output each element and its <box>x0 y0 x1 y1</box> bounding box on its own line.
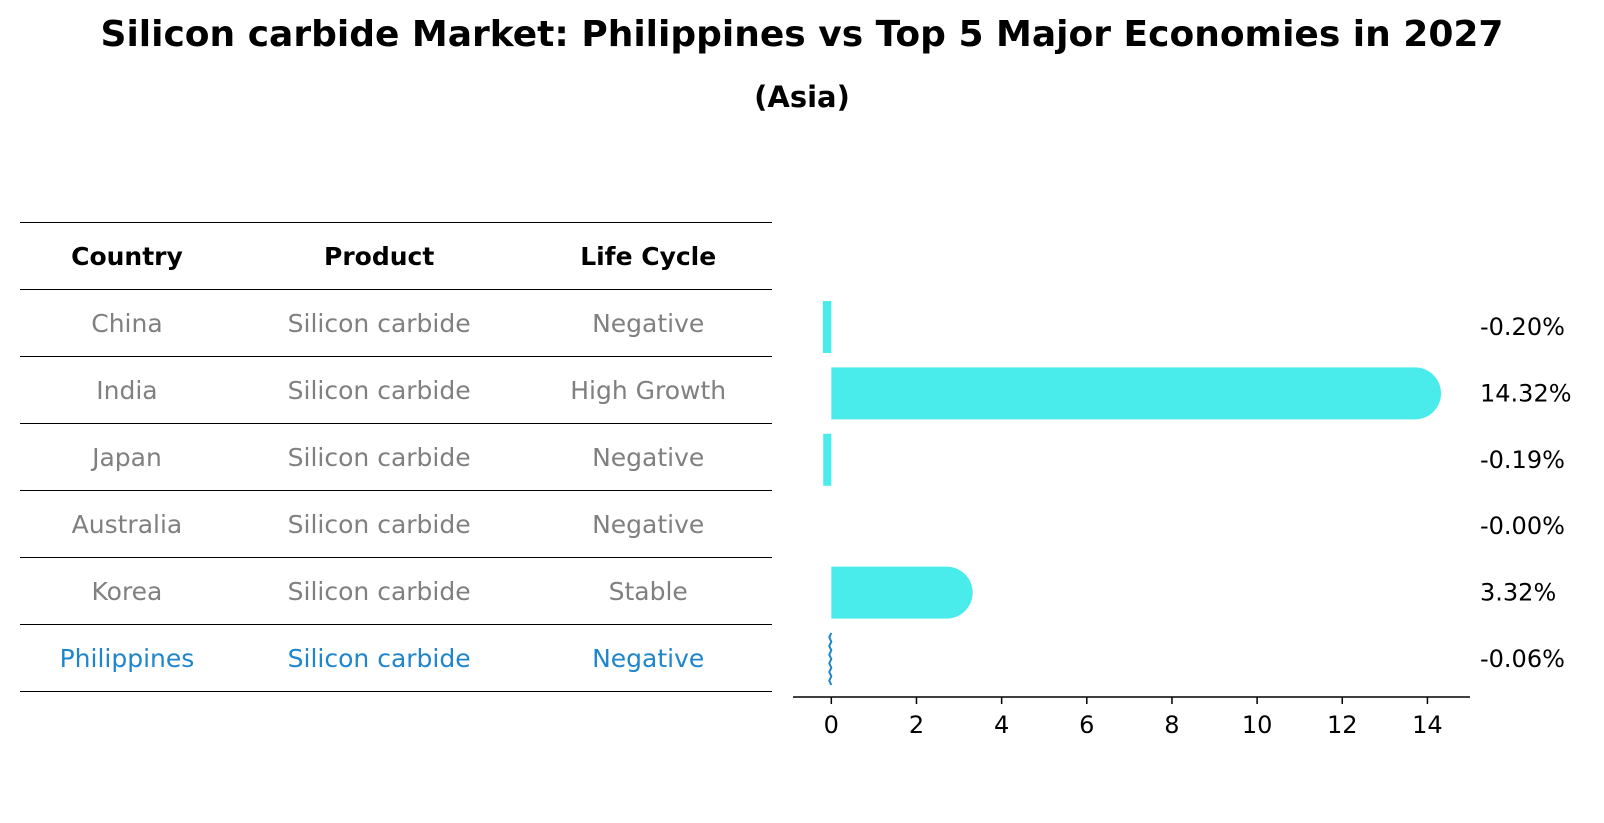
cell-product: Silicon carbide <box>233 557 525 625</box>
x-tick-label: 12 <box>1327 711 1358 739</box>
value-labels-layer: -0.20% 14.32% -0.19% -0.00% 3.32% -0.06% <box>1480 313 1572 673</box>
chart-subtitle: (Asia) <box>754 80 850 114</box>
cell-life-cycle: Stable <box>524 557 772 625</box>
value-label-korea: 3.32% <box>1480 579 1556 607</box>
cell-life-cycle: High Growth <box>524 356 772 424</box>
cell-country: Japan <box>20 423 234 491</box>
value-label-australia: -0.00% <box>1480 512 1565 540</box>
cell-product: Silicon carbide <box>233 624 525 692</box>
table-row: Korea Silicon carbide Stable <box>20 557 772 625</box>
cell-life-cycle: Negative <box>524 289 772 357</box>
cell-life-cycle: Negative <box>524 624 772 692</box>
table-row: China Silicon carbide Negative <box>20 289 772 357</box>
x-axis-ticks: 0 2 4 6 8 10 12 14 <box>824 697 1443 739</box>
cell-product: Silicon carbide <box>233 423 525 491</box>
table-row: Japan Silicon carbide Negative <box>20 423 772 491</box>
value-label-india: 14.32% <box>1480 379 1572 407</box>
table-row: India Silicon carbide High Growth <box>20 356 772 424</box>
cell-country: Philippines <box>20 624 234 692</box>
table-row: Australia Silicon carbide Negative <box>20 490 772 558</box>
value-label-japan: -0.19% <box>1480 446 1565 474</box>
data-table: Country Product Life Cycle China Silicon… <box>20 222 772 692</box>
bar-india <box>831 367 1442 420</box>
bar-japan <box>823 433 832 486</box>
x-tick-label: 6 <box>1079 711 1094 739</box>
chart-title: Silicon carbide Market: Philippines vs T… <box>100 14 1504 55</box>
value-label-china: -0.20% <box>1480 313 1565 341</box>
bar-china <box>822 301 832 353</box>
table-row-highlighted: Philippines Silicon carbide Negative <box>20 624 772 692</box>
x-tick-label: 10 <box>1242 711 1273 739</box>
bar-philippines <box>828 632 833 686</box>
header-life-cycle: Life Cycle <box>524 222 772 290</box>
cell-country: China <box>20 289 234 357</box>
header-country: Country <box>20 222 234 290</box>
cell-product: Silicon carbide <box>233 356 525 424</box>
cell-product: Silicon carbide <box>233 289 525 357</box>
x-tick-label: 0 <box>824 711 839 739</box>
cell-country: India <box>20 356 234 424</box>
table-header-row: Country Product Life Cycle <box>20 222 772 290</box>
cell-life-cycle: Negative <box>524 423 772 491</box>
cell-life-cycle: Negative <box>524 490 772 558</box>
value-label-philippines: -0.06% <box>1480 645 1565 673</box>
bars-layer <box>822 301 1442 686</box>
x-tick-label: 4 <box>994 711 1009 739</box>
x-tick-label: 2 <box>909 711 924 739</box>
x-tick-label: 14 <box>1412 711 1443 739</box>
header-product: Product <box>233 222 525 290</box>
cell-country: Australia <box>20 490 234 558</box>
cell-country: Korea <box>20 557 234 625</box>
cell-product: Silicon carbide <box>233 490 525 558</box>
bar-korea <box>831 566 973 619</box>
x-tick-label: 8 <box>1164 711 1179 739</box>
